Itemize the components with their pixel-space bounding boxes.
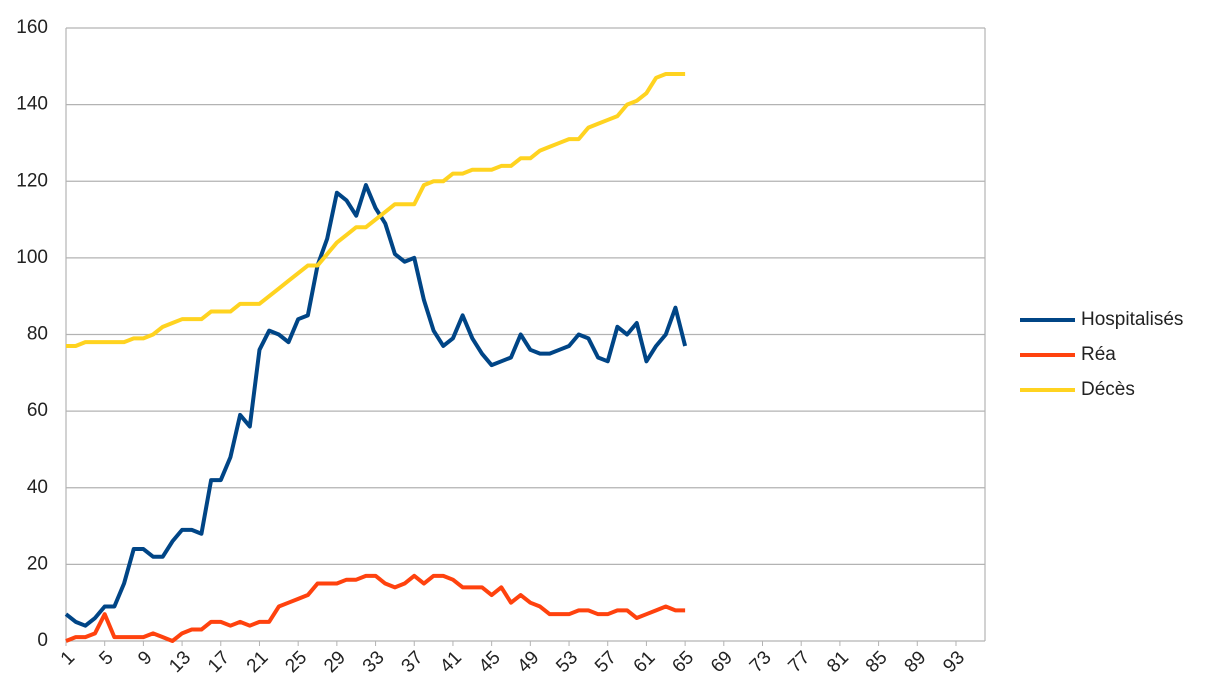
x-tick-label: 49 <box>514 647 544 677</box>
x-tick-label: 69 <box>707 647 737 677</box>
x-tick-label: 81 <box>823 647 853 677</box>
y-tick-label: 140 <box>16 94 48 115</box>
series-line <box>64 183 688 628</box>
x-tick-label: 13 <box>165 647 195 677</box>
x-tick-label: 21 <box>243 647 273 677</box>
x-tick-label: 77 <box>784 647 814 677</box>
y-tick-label: 20 <box>27 553 48 574</box>
x-tick-label: 37 <box>398 647 428 677</box>
y-tick-label: 40 <box>27 477 48 498</box>
x-tick-label: 25 <box>281 647 311 677</box>
x-tick-label: 5 <box>95 647 117 669</box>
y-tick-label: 80 <box>27 324 48 345</box>
x-tick-label: 93 <box>939 647 969 677</box>
y-tick-label: 160 <box>16 17 48 38</box>
x-tick-label: 53 <box>552 647 582 677</box>
legend-label: Décès <box>1081 379 1135 400</box>
x-tick-label: 61 <box>630 647 660 677</box>
x-tick-label: 73 <box>746 647 776 677</box>
y-tick-label: 120 <box>16 170 48 191</box>
x-tick-label: 85 <box>862 647 892 677</box>
y-tick-label: 100 <box>16 247 48 268</box>
x-tick-label: 89 <box>901 647 931 677</box>
x-tick-label: 65 <box>668 647 698 677</box>
x-tick-label: 9 <box>134 647 156 669</box>
x-tick-label: 57 <box>591 647 621 677</box>
series-line <box>65 573 686 643</box>
x-tick-label: 29 <box>320 647 350 677</box>
legend-label: Hospitalisés <box>1081 309 1183 330</box>
legend-label: Réa <box>1081 344 1116 365</box>
y-tick-label: 0 <box>37 630 48 651</box>
x-tick-label: 33 <box>359 647 389 677</box>
x-tick-label: 41 <box>436 647 466 677</box>
series-line <box>66 71 686 348</box>
x-tick-label: 1 <box>57 647 79 669</box>
x-tick-label: 45 <box>475 647 505 677</box>
x-tick-label: 17 <box>204 647 234 677</box>
y-tick-label: 60 <box>27 400 48 421</box>
